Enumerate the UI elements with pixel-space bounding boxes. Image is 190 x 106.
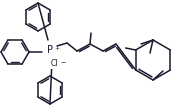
Text: P: P (47, 45, 53, 55)
Text: Cl: Cl (50, 59, 58, 68)
Text: −: − (60, 59, 65, 64)
Text: +: + (55, 45, 60, 50)
